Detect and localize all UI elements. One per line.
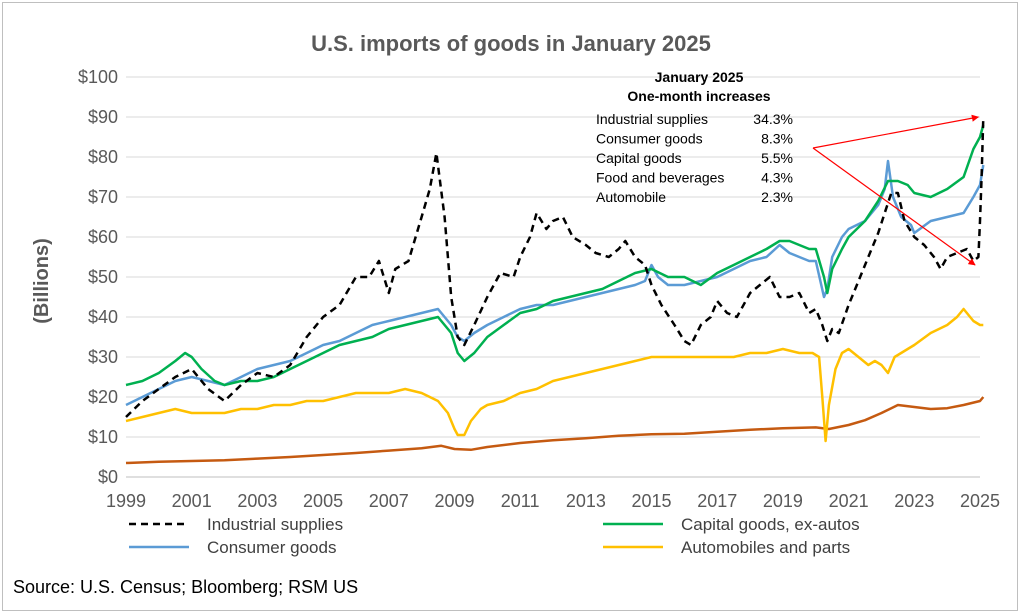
- series-line-industrial-supplies: [125, 116, 985, 418]
- series-line-automobiles-and-parts: [125, 307, 984, 443]
- legend-label: Automobiles and parts: [681, 538, 850, 557]
- annotation-arrow: [812, 147, 976, 266]
- annotation-row-label: Industrial supplies: [596, 111, 708, 127]
- x-tick-label: 1999: [106, 491, 146, 511]
- annotation-row-value: 34.3%: [753, 111, 793, 127]
- series-lines: [125, 116, 985, 465]
- annotation-row-value: 2.3%: [761, 189, 793, 205]
- x-tick-labels: 1999 2001 2003 2005 2007 2009 2011 2013 2015 2017…: [106, 491, 1000, 511]
- annotation-row-label: Automobile: [596, 189, 666, 205]
- y-tick-label: $90: [88, 107, 118, 127]
- source-note: Source: U.S. Census; Bloomberg; RSM US: [13, 577, 358, 597]
- y-tick-label: $60: [88, 227, 118, 247]
- x-tick-label: 2013: [566, 491, 606, 511]
- y-tick-label: $50: [88, 267, 118, 287]
- legend: Industrial supplies Capital goods, ex-aut…: [129, 515, 860, 557]
- x-tick-label: 2015: [632, 491, 672, 511]
- series-line-consumer-goods: [125, 159, 985, 407]
- legend-label: Industrial supplies: [207, 515, 343, 534]
- y-axis-label: (Billions): [31, 238, 53, 324]
- x-tick-label: 2019: [763, 491, 803, 511]
- chart-title: U.S. imports of goods in January 2025: [311, 31, 711, 56]
- x-tick-label: 2021: [829, 491, 869, 511]
- y-tick-label: $40: [88, 307, 118, 327]
- series-line-capital-goods-ex-autos: [125, 124, 985, 387]
- y-tick-label: $80: [88, 147, 118, 167]
- annotation-rows: Industrial supplies 34.3% Consumer goods 8.…: [596, 111, 793, 205]
- x-tick-label: 2011: [501, 491, 540, 511]
- annotation-row-value: 8.3%: [761, 131, 793, 147]
- chart-svg: U.S. imports of goods in January 2025 (B…: [13, 31, 1000, 597]
- y-tick-label: $30: [88, 347, 118, 367]
- gridlines: [126, 76, 980, 478]
- y-tick-label: $100: [78, 67, 118, 87]
- annotation-title: January 2025: [655, 69, 744, 85]
- x-tick-label: 2007: [369, 491, 409, 511]
- annotation-box: January 2025 One-month increases Industr…: [596, 69, 793, 205]
- annotation-arrows: [812, 114, 980, 266]
- y-tick-label: $0: [98, 467, 118, 487]
- legend-label: Consumer goods: [207, 538, 336, 557]
- x-tick-label: 2025: [960, 491, 1000, 511]
- y-tick-label: $10: [88, 427, 118, 447]
- y-tick-label: $70: [88, 187, 118, 207]
- annotation-row-label: Capital goods: [596, 150, 682, 166]
- x-tick-label: 2003: [237, 491, 277, 511]
- annotation-subtitle: One-month increases: [627, 88, 770, 104]
- annotation-row-label: Consumer goods: [596, 131, 703, 147]
- annotation-row-label: Food and beverages: [596, 170, 724, 186]
- x-tick-label: 2001: [172, 491, 212, 511]
- x-tick-label: 2005: [303, 491, 343, 511]
- annotation-arrow: [812, 114, 980, 149]
- y-tick-label: $20: [88, 387, 118, 407]
- series-line-food-and-beverages: [125, 396, 985, 465]
- x-tick-label: 2017: [697, 491, 737, 511]
- x-tick-label: 2023: [894, 491, 934, 511]
- x-tick-label: 2009: [434, 491, 474, 511]
- annotation-row-value: 4.3%: [761, 170, 793, 186]
- y-tick-labels: $0 $10 $20 $30 $40 $50 $60 $70 $80 $90 $100: [78, 67, 118, 487]
- annotation-row-value: 5.5%: [761, 150, 793, 166]
- legend-label: Capital goods, ex-autos: [681, 515, 860, 534]
